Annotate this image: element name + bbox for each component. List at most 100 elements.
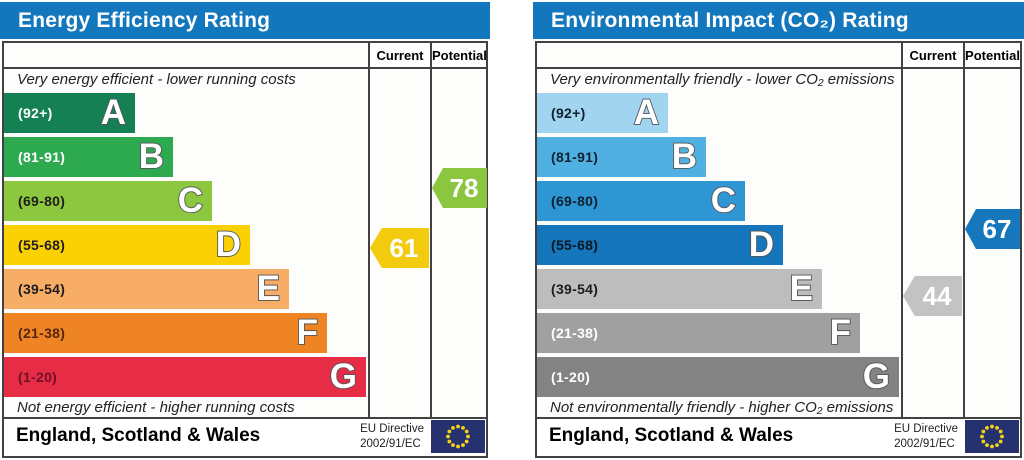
band-bar-c: (69-80) C: [4, 181, 212, 221]
potential-rating-value: 67: [982, 214, 1012, 244]
band-letter: D: [748, 224, 775, 264]
band-range-label: (55-68): [551, 237, 599, 253]
band-row-c: (69-80) C: [4, 181, 368, 221]
band-bar-g: (1-20) G: [4, 357, 366, 397]
band-letter: A: [100, 92, 127, 132]
band-letter: D: [215, 224, 242, 264]
band-range-label: (1-20): [551, 369, 591, 385]
table-footer: England, Scotland & Wales EU Directive 2…: [537, 417, 1020, 456]
band-row-b: (81-91) B: [4, 137, 368, 177]
environmental-impact-chart: Environmental Impact (CO₂) Rating Curren…: [533, 0, 1024, 460]
chart-title-bar: Environmental Impact (CO₂) Rating: [533, 2, 1024, 39]
eu-directive-label: EU Directive 2002/91/EC: [360, 422, 424, 451]
energy-efficiency-chart: Energy Efficiency Rating Current Potenti…: [0, 0, 490, 460]
column-divider: [963, 43, 965, 419]
rating-table: Current Potential Very energy efficient …: [2, 41, 488, 458]
band-bar-b: (81-91) B: [537, 137, 706, 177]
eu-flag-icon: [431, 420, 485, 453]
potential-rating-arrow: 67: [965, 209, 1020, 249]
band-letter: A: [633, 92, 660, 132]
band-row-a: (92+) A: [537, 93, 901, 133]
band-bar-g: (1-20) G: [537, 357, 899, 397]
band-letter: G: [862, 356, 891, 396]
band-letter: F: [296, 312, 319, 352]
current-rating-value: 44: [922, 281, 952, 311]
band-range-label: (92+): [18, 105, 53, 121]
band-letter: B: [138, 136, 165, 176]
band-range-label: (81-91): [18, 149, 66, 165]
eu-directive-line2: 2002/91/EC: [894, 437, 955, 450]
band-row-e: (39-54) E: [537, 269, 901, 309]
chart-title: Environmental Impact (CO₂) Rating: [551, 9, 909, 32]
band-bar-a: (92+) A: [537, 93, 668, 133]
current-rating-value: 61: [389, 233, 419, 263]
band-row-f: (21-38) F: [4, 313, 368, 353]
current-column-header: Current: [909, 48, 957, 63]
rating-bands: (92+) A (81-91) B (69-80) C (55-68) D (39-54) E (2…: [537, 93, 901, 401]
band-row-g: (1-20) G: [4, 357, 368, 397]
top-caption: Very energy efficient - lower running co…: [17, 71, 296, 88]
bottom-caption: Not energy efficient - higher running co…: [17, 399, 295, 416]
potential-rating-value: 78: [449, 173, 479, 203]
potential-rating-arrow: 78: [432, 168, 487, 208]
eu-flag-icon: [965, 420, 1019, 453]
band-range-label: (81-91): [551, 149, 599, 165]
band-range-label: (21-38): [551, 325, 599, 341]
column-divider: [901, 43, 903, 419]
current-rating-arrow: 44: [903, 276, 962, 316]
rating-table: Current Potential Very environmentally f…: [535, 41, 1022, 458]
eu-directive-label: EU Directive 2002/91/EC: [894, 422, 958, 451]
band-letter: G: [329, 356, 358, 396]
band-bar-d: (55-68) D: [537, 225, 783, 265]
band-letter: F: [829, 312, 852, 352]
rating-bands: (92+) A (81-91) B (69-80) C (55-68) D (39-54) E (2…: [4, 93, 368, 401]
band-bar-f: (21-38) F: [537, 313, 860, 353]
band-letter: C: [177, 180, 204, 220]
table-header-row: Current Potential: [537, 43, 1020, 69]
current-rating-arrow: 61: [370, 228, 429, 268]
band-range-label: (1-20): [18, 369, 58, 385]
band-range-label: (92+): [551, 105, 586, 121]
eu-directive-line1: EU Directive: [894, 423, 958, 435]
band-range-label: (69-80): [551, 193, 599, 209]
band-letter: E: [789, 268, 814, 308]
band-letter: B: [671, 136, 698, 176]
band-row-c: (69-80) C: [537, 181, 901, 221]
column-divider: [368, 43, 370, 419]
band-bar-f: (21-38) F: [4, 313, 327, 353]
eu-directive-line2: 2002/91/EC: [360, 437, 421, 450]
chart-title: Energy Efficiency Rating: [18, 9, 271, 32]
band-row-a: (92+) A: [4, 93, 368, 133]
band-row-f: (21-38) F: [537, 313, 901, 353]
band-letter: E: [256, 268, 281, 308]
potential-column-header: Potential: [432, 48, 487, 63]
band-bar-a: (92+) A: [4, 93, 135, 133]
band-range-label: (69-80): [18, 193, 66, 209]
band-row-e: (39-54) E: [4, 269, 368, 309]
band-range-label: (55-68): [18, 237, 66, 253]
band-bar-e: (39-54) E: [4, 269, 289, 309]
band-bar-b: (81-91) B: [4, 137, 173, 177]
column-divider: [430, 43, 432, 419]
potential-column-header: Potential: [965, 48, 1020, 63]
band-bar-c: (69-80) C: [537, 181, 745, 221]
top-caption: Very environmentally friendly - lower CO…: [550, 71, 895, 88]
table-header-row: Current Potential: [4, 43, 487, 69]
band-row-d: (55-68) D: [4, 225, 368, 265]
bottom-caption: Not environmentally friendly - higher CO…: [550, 399, 894, 416]
band-letter: C: [710, 180, 737, 220]
band-row-b: (81-91) B: [537, 137, 901, 177]
current-column-header: Current: [376, 48, 424, 63]
band-row-g: (1-20) G: [537, 357, 901, 397]
band-bar-e: (39-54) E: [537, 269, 822, 309]
band-bar-d: (55-68) D: [4, 225, 250, 265]
band-row-d: (55-68) D: [537, 225, 901, 265]
band-range-label: (21-38): [18, 325, 66, 341]
region-label: England, Scotland & Wales: [16, 425, 261, 446]
band-range-label: (39-54): [551, 281, 599, 297]
region-label: England, Scotland & Wales: [549, 425, 794, 446]
eu-directive-line1: EU Directive: [360, 423, 424, 435]
table-footer: England, Scotland & Wales EU Directive 2…: [4, 417, 486, 456]
chart-title-bar: Energy Efficiency Rating: [0, 2, 490, 39]
